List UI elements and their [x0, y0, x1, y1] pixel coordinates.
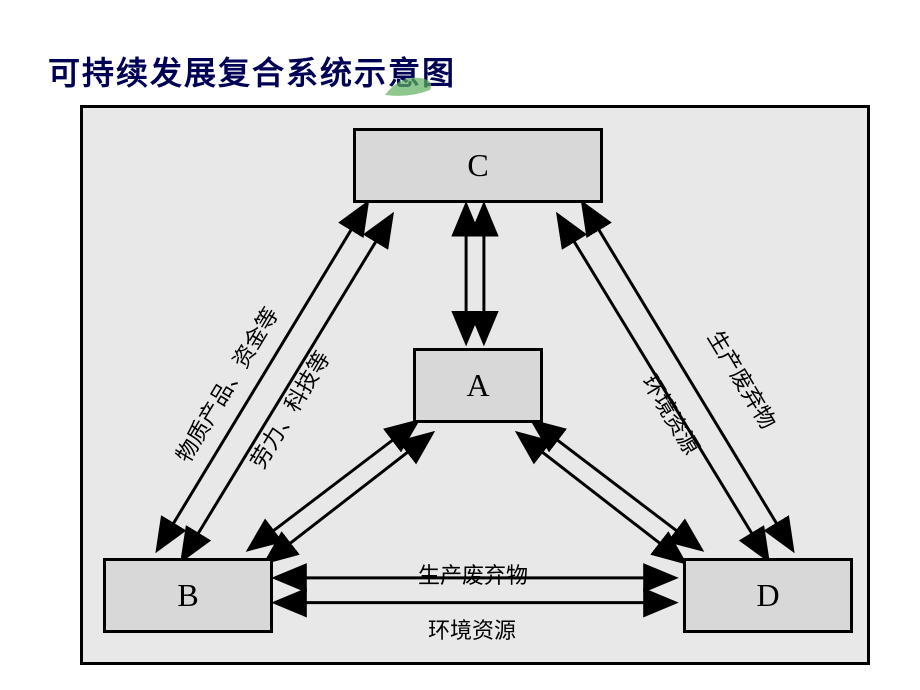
edge-label-bd-top: 生产废弃物 [418, 558, 528, 590]
node-a-label: A [466, 367, 489, 404]
diagram: C A B D 物质产品、资金等 劳力、科技等 生产废弃物 环境资源 生产废弃物… [80, 105, 870, 665]
edge-label-bd-bottom: 环境资源 [428, 613, 516, 645]
decoration-leaf [380, 70, 440, 100]
node-b: B [103, 558, 273, 633]
node-a: A [413, 348, 543, 423]
node-d: D [683, 558, 853, 633]
node-b-label: B [177, 577, 198, 614]
node-c-label: C [467, 147, 488, 184]
edge-label-cd-outer: 生产废弃物 [701, 324, 785, 435]
node-d-label: D [756, 577, 779, 614]
node-c: C [353, 128, 603, 203]
edge-label-cd-inner: 环境资源 [636, 368, 709, 460]
